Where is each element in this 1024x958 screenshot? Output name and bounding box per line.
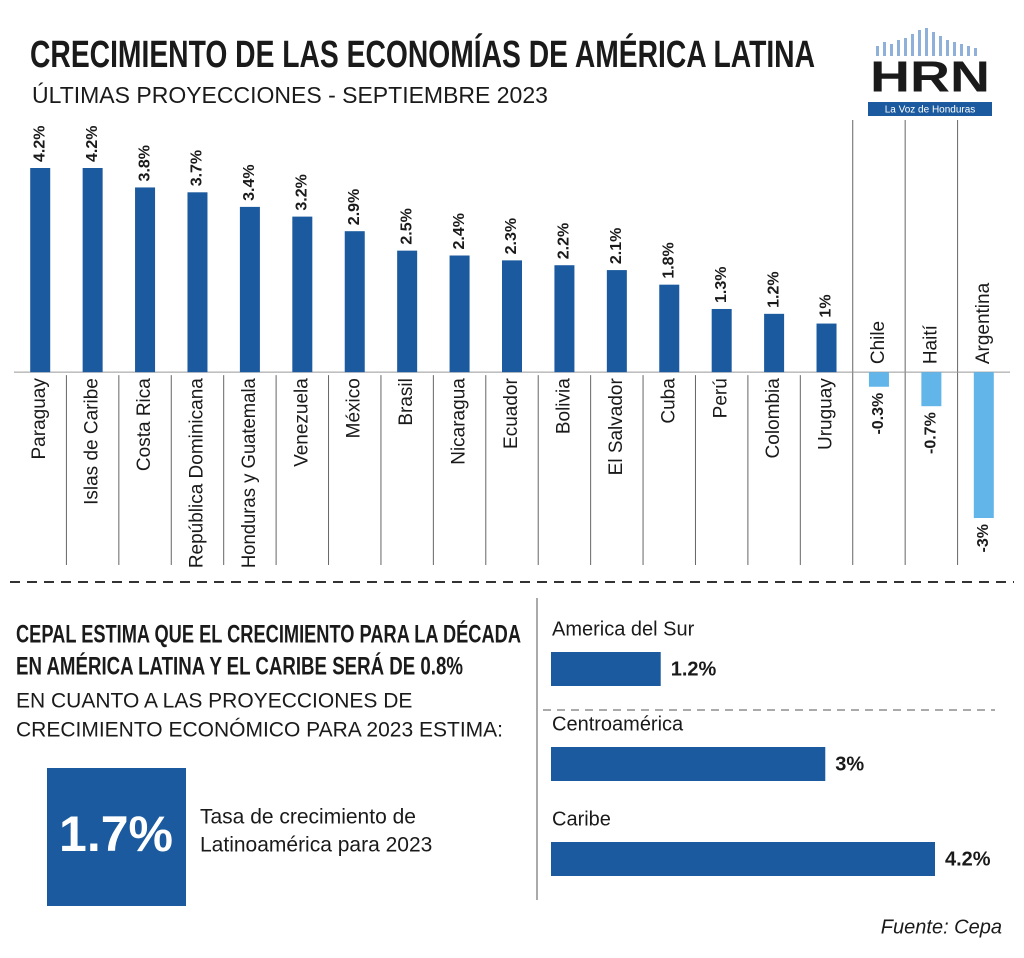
cepal-heading: EN AMÉRICA LATINA Y EL CARIBE SERÁ DE 0.… bbox=[16, 652, 463, 681]
title: CRECIMIENTO DE LAS ECONOMÍAS DE AMÉRICA … bbox=[30, 32, 815, 76]
highlight-text: Latinoamérica para 2023 bbox=[200, 834, 432, 857]
value-label: 3.8% bbox=[136, 145, 153, 181]
category-label: Uruguay bbox=[816, 378, 837, 450]
bar bbox=[868, 372, 889, 387]
bar bbox=[397, 250, 418, 373]
value-label: 2.1% bbox=[608, 228, 625, 264]
value-label: 3.4% bbox=[241, 164, 258, 200]
cepal-text: CRECIMIENTO ECONÓMICO PARA 2023 ESTIMA: bbox=[16, 719, 503, 742]
logo-tagline: La Voz de Honduras bbox=[885, 105, 976, 116]
bar bbox=[606, 270, 627, 373]
bar bbox=[551, 747, 826, 781]
bar bbox=[973, 372, 994, 518]
highlight-box bbox=[47, 768, 186, 906]
value-label: 1.3% bbox=[713, 267, 730, 303]
bar bbox=[551, 652, 661, 686]
category-label: Costa Rica bbox=[134, 378, 155, 471]
category-label: Brasil bbox=[396, 378, 417, 426]
cepal-text: EN CUANTO A LAS PROYECCIONES DE bbox=[16, 690, 412, 713]
category-label: America del Sur bbox=[552, 618, 695, 640]
value-label: 3.2% bbox=[294, 174, 311, 210]
value-label: 1.8% bbox=[660, 242, 677, 278]
category-label: El Salvador bbox=[606, 378, 627, 476]
bar bbox=[551, 842, 935, 876]
value-label: -3% bbox=[975, 524, 992, 552]
value-label: 1.2% bbox=[671, 658, 717, 680]
value-label: 3.7% bbox=[189, 150, 206, 186]
value-label: 1% bbox=[818, 294, 835, 317]
value-label: 2.3% bbox=[503, 218, 520, 254]
value-label: 1.2% bbox=[765, 271, 782, 307]
bar bbox=[921, 372, 942, 407]
category-label: Chile bbox=[868, 321, 889, 364]
category-label: México bbox=[344, 378, 365, 438]
bar bbox=[449, 255, 470, 373]
value-label: 2.4% bbox=[451, 213, 468, 249]
category-label: Honduras y Guatemala bbox=[239, 378, 260, 568]
category-label: Perú bbox=[711, 378, 732, 418]
cepal-heading: CEPAL ESTIMA QUE EL CRECIMIENTO PARA LA … bbox=[16, 620, 521, 649]
bar bbox=[82, 168, 103, 373]
bar bbox=[502, 260, 522, 373]
category-label: Venezuela bbox=[291, 378, 312, 467]
category-label: Cuba bbox=[658, 378, 679, 424]
bar bbox=[344, 231, 365, 373]
bar bbox=[816, 323, 837, 373]
bar bbox=[239, 206, 260, 373]
logo-bars bbox=[876, 28, 977, 56]
category-label: Colombia bbox=[763, 378, 784, 459]
highlight-value: 1.7% bbox=[59, 806, 173, 862]
value-label: -0.3% bbox=[870, 393, 887, 435]
category-label: República Dominicana bbox=[186, 378, 207, 568]
value-label: 2.9% bbox=[346, 189, 363, 225]
bar bbox=[659, 284, 680, 373]
highlight-text: Tasa de crecimiento de bbox=[200, 806, 416, 829]
subtitle: ÚLTIMAS PROYECCIONES - SEPTIEMBRE 2023 bbox=[32, 82, 548, 108]
bar bbox=[711, 308, 732, 373]
category-label: Haití bbox=[920, 324, 941, 364]
category-label: Ecuador bbox=[501, 378, 522, 449]
value-label: -0.7% bbox=[923, 412, 940, 454]
value-label: 4.2% bbox=[84, 126, 101, 162]
value-label: 3% bbox=[835, 753, 864, 775]
category-label: Caribe bbox=[552, 808, 611, 830]
bar bbox=[187, 192, 208, 373]
bar bbox=[764, 313, 785, 373]
logo-name: HRN bbox=[870, 53, 990, 102]
category-label: Bolivia bbox=[553, 378, 574, 434]
category-label: Paraguay bbox=[29, 378, 50, 460]
category-label: Nicaragua bbox=[449, 378, 470, 465]
value-label: 2.2% bbox=[556, 223, 573, 259]
bar bbox=[554, 265, 575, 373]
value-label: 4.2% bbox=[31, 126, 48, 162]
logo-band bbox=[868, 102, 992, 116]
bar bbox=[292, 216, 313, 373]
bar bbox=[135, 187, 156, 373]
value-label: 4.2% bbox=[945, 848, 991, 870]
category-label: Argentina bbox=[973, 282, 994, 364]
bar bbox=[30, 168, 51, 373]
category-label: Centroamérica bbox=[552, 713, 684, 735]
category-label: Islas de Caribe bbox=[82, 378, 103, 505]
logo: HRN La Voz de Honduras bbox=[868, 28, 992, 116]
source: Fuente: Cepa bbox=[881, 916, 1002, 938]
value-label: 2.5% bbox=[398, 208, 415, 244]
